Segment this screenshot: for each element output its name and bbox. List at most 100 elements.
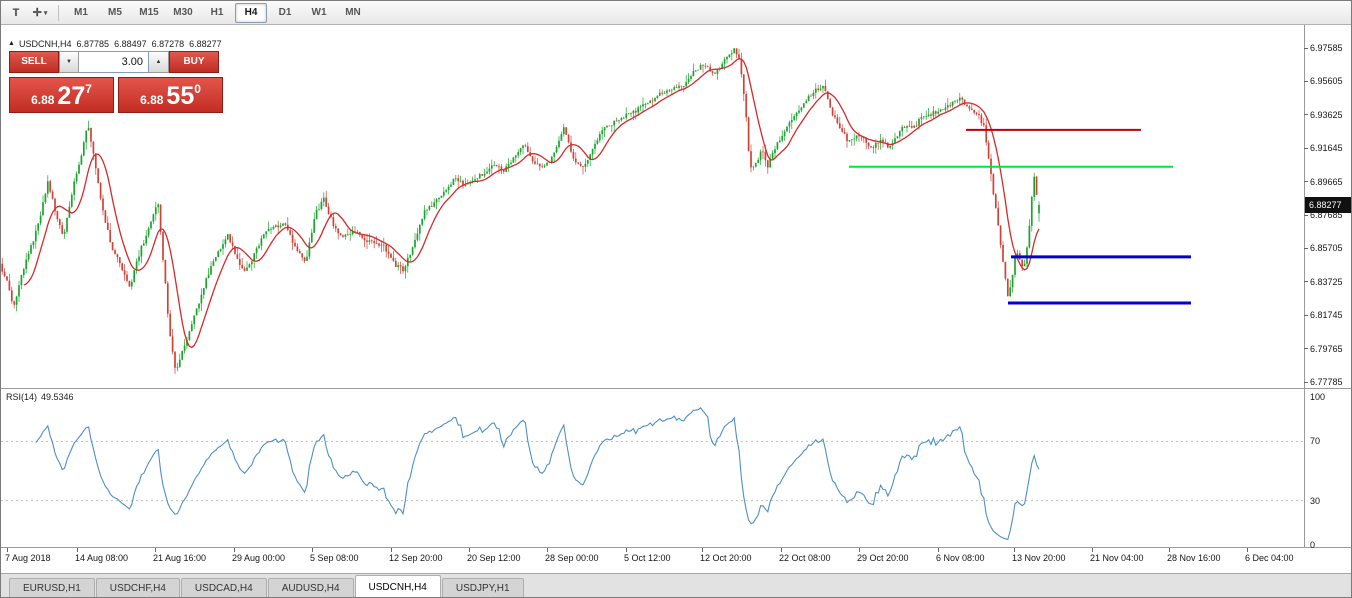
chart-tab-audusd-h4[interactable]: AUDUSD,H4 xyxy=(267,578,354,597)
timeframe-button-m15[interactable]: M15 xyxy=(139,6,159,18)
sell-button[interactable]: SELL xyxy=(9,51,59,73)
current-price-badge: 6.88277 xyxy=(1305,197,1351,213)
rsi-value: 49.5346 xyxy=(41,392,74,402)
time-axis-label: 7 Aug 2018 xyxy=(5,553,51,563)
price-axis-tick xyxy=(1304,247,1308,249)
price-axis-label: 6.79765 xyxy=(1310,343,1343,354)
toolbar-separator xyxy=(58,4,59,21)
chart-tab-usdjpy-h1[interactable]: USDJPY,H1 xyxy=(441,578,524,597)
timeframe-button-m1[interactable]: M1 xyxy=(74,6,88,18)
price-axis-line[interactable] xyxy=(1304,25,1305,547)
time-axis-tick xyxy=(938,548,939,552)
time-axis-label: 6 Dec 04:00 xyxy=(1245,553,1294,563)
buy-price-tile[interactable]: 6.88 55 0 xyxy=(118,77,223,113)
timeframe-button-mn[interactable]: MN xyxy=(345,6,361,18)
volume-decrease-button[interactable]: ▼ xyxy=(59,51,79,73)
time-axis-tick xyxy=(391,548,392,552)
dropdown-caret-icon: ▾ xyxy=(43,9,48,17)
time-axis-label: 12 Oct 20:00 xyxy=(700,553,752,563)
pane-divider[interactable] xyxy=(1,388,1351,389)
timeframe-button-w1[interactable]: W1 xyxy=(311,6,327,18)
price-axis-tick xyxy=(1304,381,1308,383)
time-axis-label: 5 Oct 12:00 xyxy=(624,553,671,563)
ohlc-header: USDCNH,H4 6.87785 6.88497 6.87278 6.8827… xyxy=(19,39,222,49)
buy-price-pips: 55 xyxy=(166,82,195,110)
time-axis-label: 22 Oct 08:00 xyxy=(779,553,831,563)
time-axis-tick xyxy=(7,548,8,552)
price-axis-label: 6.81745 xyxy=(1310,310,1343,321)
time-axis-label: 14 Aug 08:00 xyxy=(75,553,129,563)
timeframe-button-h4[interactable]: H4 xyxy=(235,2,267,23)
time-axis-tick xyxy=(1247,548,1248,552)
rsi-caption: RSI(14) 49.5346 xyxy=(6,392,74,402)
buy-price-pipette: 0 xyxy=(194,82,201,96)
time-axis-tick xyxy=(702,548,703,552)
price-axis-tick xyxy=(1304,80,1308,82)
ohlc-low: 6.87278 xyxy=(151,39,185,49)
one-click-trade-row: SELL ▼ ▲ BUY xyxy=(9,51,219,73)
chart-tab-usdcad-h4[interactable]: USDCAD,H4 xyxy=(180,578,267,597)
price-axis-tick xyxy=(1304,281,1308,283)
price-axis-tick xyxy=(1304,47,1308,49)
cursor-tool-glyph: ✛ xyxy=(32,7,42,19)
toolbar: T ✛ ▾ M1 M5 M15 M30 H1 H4 D1 W1 MN xyxy=(1,1,1351,25)
price-axis-tick xyxy=(1304,147,1308,149)
timeframe-button-m5[interactable]: M5 xyxy=(108,6,122,18)
chart-tab-usdcnh-h4[interactable]: USDCNH,H4 xyxy=(354,575,441,597)
price-axis-label: 6.87685 xyxy=(1310,210,1343,220)
time-axis-tick xyxy=(1169,548,1170,552)
time-axis-tick xyxy=(234,548,235,552)
ohlc-high: 6.88497 xyxy=(114,39,147,49)
time-axis-tick xyxy=(626,548,627,552)
buy-price-bigfigure: 6.88 xyxy=(140,93,164,107)
cursor-tool-icon[interactable]: ✛ ▾ xyxy=(29,4,51,22)
price-axis-tick xyxy=(1304,348,1308,350)
ohlc-close: 6.88277 xyxy=(189,39,222,49)
ohlc-symbol: USDCNH,H4 xyxy=(19,39,72,49)
rsi-chart-canvas[interactable] xyxy=(1,389,1304,547)
price-chart-canvas[interactable] xyxy=(1,25,1304,388)
time-axis-label: 5 Sep 08:00 xyxy=(310,553,359,563)
price-axis-tick xyxy=(1304,314,1308,316)
rsi-label: RSI(14) xyxy=(6,392,38,402)
timeframe-button-d1[interactable]: D1 xyxy=(278,6,292,18)
chart-tab-usdchf-h4[interactable]: USDCHF,H4 xyxy=(95,578,180,597)
time-axis-label: 21 Aug 16:00 xyxy=(153,553,207,563)
volume-increase-button[interactable]: ▲ xyxy=(149,51,169,73)
chart-tab-eurusd-h1[interactable]: EURUSD,H1 xyxy=(9,578,95,597)
price-axis-tick xyxy=(1304,114,1308,116)
sell-price-bigfigure: 6.88 xyxy=(31,93,55,107)
time-axis-label: 29 Aug 00:00 xyxy=(232,553,286,563)
volume-input[interactable] xyxy=(79,51,149,73)
price-axis-label: 6.97585 xyxy=(1310,43,1343,53)
sell-price-pipette: 7 xyxy=(85,82,92,96)
time-axis-label: 6 Nov 08:00 xyxy=(936,553,985,563)
ohlc-open: 6.87785 xyxy=(76,39,110,49)
chart-tool-glyph: T xyxy=(12,6,20,19)
rsi-axis-label: 0 xyxy=(1310,540,1316,550)
chart-tool-icon[interactable]: T xyxy=(5,4,27,22)
time-axis-tick xyxy=(469,548,470,552)
timeframe-button-m30[interactable]: M30 xyxy=(173,6,193,18)
rsi-axis-label: 100 xyxy=(1310,392,1326,402)
price-axis-label: 6.85705 xyxy=(1310,243,1343,254)
timeframe-buttons: M1 M5 M15 M30 H1 H4 D1 W1 MN xyxy=(64,2,370,23)
price-axis-label: 6.83725 xyxy=(1310,276,1343,287)
rsi-axis-label: 70 xyxy=(1310,436,1321,447)
price-axis-tick xyxy=(1304,214,1308,216)
moving-average-line xyxy=(23,58,1040,349)
price-axis-tick xyxy=(1304,181,1308,183)
price-axis-label: 6.89665 xyxy=(1310,176,1343,187)
rsi-axis-label: 30 xyxy=(1310,495,1321,506)
sell-price-pips: 27 xyxy=(57,82,86,110)
price-axis-label: 6.91645 xyxy=(1310,143,1343,154)
buy-button[interactable]: BUY xyxy=(169,51,219,73)
time-axis-label: 29 Oct 20:00 xyxy=(857,553,909,563)
sell-price-tile[interactable]: 6.88 27 7 xyxy=(9,77,114,113)
time-axis-label: 28 Sep 00:00 xyxy=(545,553,599,563)
one-click-collapse-icon[interactable]: ▲ xyxy=(8,40,15,47)
time-axis-tick xyxy=(859,548,860,552)
time-axis-label: 28 Nov 16:00 xyxy=(1167,553,1221,563)
timeframe-button-h1[interactable]: H1 xyxy=(210,6,224,18)
